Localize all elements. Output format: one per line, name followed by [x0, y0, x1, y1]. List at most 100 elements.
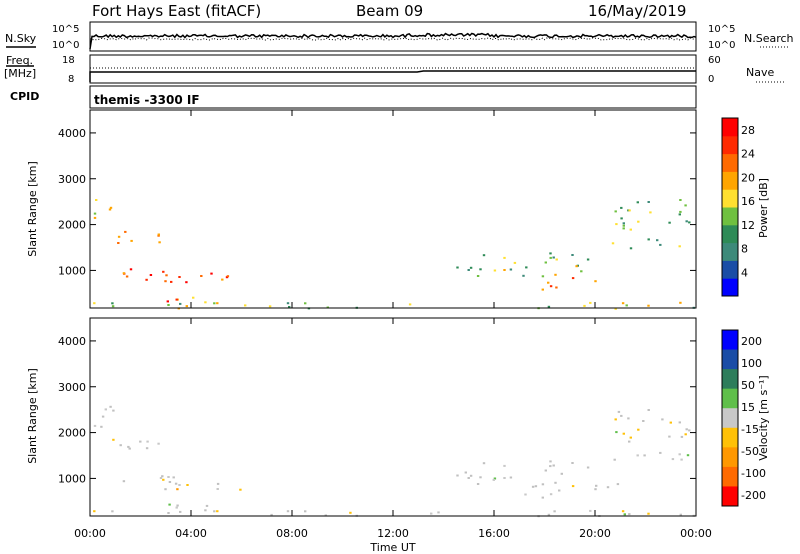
velocity-colorbar-segment	[722, 330, 738, 351]
scatter-cell	[678, 245, 681, 248]
scatter-cell	[575, 265, 578, 268]
scatter-cell	[686, 454, 690, 457]
scatter-cell	[684, 204, 687, 207]
scatter-cell	[688, 221, 691, 224]
scatter-cell	[647, 238, 650, 241]
scatter-cell	[606, 486, 610, 489]
scatter-cell	[680, 435, 684, 438]
scatter-cell	[104, 408, 107, 411]
scatter-cell	[678, 453, 681, 456]
scatter-cell	[268, 305, 272, 308]
scatter-cell	[349, 511, 352, 514]
scatter-cell	[647, 409, 650, 411]
power-xaxis-ticks	[89, 110, 697, 308]
scatter-cell	[93, 302, 96, 305]
scatter-cell	[127, 445, 130, 448]
scatter-cell	[554, 481, 557, 484]
scatter-cell	[547, 513, 551, 516]
scatter-cell	[595, 484, 598, 487]
velocity-colorbar-segment	[722, 349, 738, 370]
freq-label-2: [MHz]	[4, 67, 36, 80]
scatter-cell	[479, 476, 482, 479]
velocity-colorbar-segment	[722, 369, 738, 390]
scatter-cell	[555, 258, 558, 261]
xtick-label: 00:00	[74, 527, 106, 540]
noise-left-tick-bottom: 10^0	[52, 40, 79, 51]
scatter-cell	[503, 477, 506, 479]
scatter-cell	[636, 454, 639, 457]
scatter-cell	[175, 298, 178, 301]
scatter-cell	[213, 510, 216, 513]
scatter-cell	[174, 482, 178, 485]
scatter-cell	[554, 273, 557, 276]
scatter-cell	[226, 275, 230, 278]
scatter-cell	[594, 280, 597, 283]
noise-right-tick-top: 10^5	[708, 24, 735, 35]
freq-panel: Freq. [MHz] 18 8 60 0 Nave	[4, 54, 784, 85]
scatter-cell	[541, 288, 544, 291]
scatter-cell	[324, 514, 327, 517]
power-colorbar-segment	[722, 224, 738, 244]
scatter-cell	[111, 305, 115, 308]
power-colorbar-label: Power [dB]	[757, 178, 770, 238]
scatter-cell	[157, 442, 160, 445]
scatter-cell	[636, 201, 639, 204]
scatter-cell	[286, 302, 290, 305]
noise-right-tick-bottom: 10^0	[708, 40, 735, 51]
cpid-value: themis -3300 IF	[94, 93, 200, 107]
beam-title: Beam 09	[356, 2, 424, 20]
scatter-cell	[647, 512, 650, 515]
scatter-cell	[145, 447, 149, 450]
scatter-cell	[534, 485, 538, 488]
scatter-cell	[544, 469, 547, 472]
scatter-cell	[555, 286, 558, 289]
nave-right-tick-top: 60	[708, 55, 721, 66]
scatter-cell	[594, 488, 597, 491]
ytick-label: 1000	[58, 472, 86, 485]
scatter-cell	[661, 418, 664, 421]
scatter-cell	[117, 242, 120, 244]
scatter-cell	[623, 513, 626, 516]
scatter-cell	[549, 256, 552, 259]
scatter-cell	[210, 272, 213, 275]
scatter-cell	[178, 484, 181, 486]
scatter-cell	[583, 304, 586, 307]
scatter-cell	[170, 280, 173, 283]
scatter-cell	[221, 278, 224, 281]
velocity-colorbar-tick: -200	[741, 489, 766, 502]
scatter-cell	[162, 270, 165, 273]
power-scatter-cells	[93, 199, 695, 310]
scatter-cell	[659, 243, 662, 246]
scatter-cell	[204, 509, 207, 512]
scatter-cell	[637, 220, 640, 223]
scatter-cell	[620, 414, 623, 417]
power-colorbar-segment	[722, 189, 738, 208]
noise-sky-series	[89, 32, 697, 50]
velocity-colorbar-segment	[722, 427, 738, 448]
scatter-cell	[679, 199, 682, 201]
scatter-cell	[179, 510, 182, 513]
scatter-cell	[482, 462, 486, 465]
scatter-cell	[637, 428, 640, 431]
scatter-cell	[109, 206, 113, 209]
velocity-colorbar-segment	[722, 486, 738, 507]
velocity-panel-frame	[89, 317, 697, 517]
power-colorbar-segment	[722, 207, 738, 226]
scatter-cell	[620, 206, 623, 209]
scatter-cell	[185, 281, 188, 284]
scatter-cell	[129, 268, 133, 271]
scatter-cell	[100, 425, 103, 428]
velocity-colorbar-segment	[722, 447, 738, 468]
cpid-panel: CPID themis -3300 IF	[10, 85, 697, 109]
velocity-scatter-cells	[93, 405, 695, 518]
scatter-cell	[614, 210, 617, 213]
scatter-cell	[625, 304, 628, 307]
scatter-cell	[139, 440, 142, 443]
scatter-cell	[164, 280, 167, 283]
scatter-cell	[216, 482, 220, 485]
scatter-cell	[571, 254, 574, 256]
power-colorbar-frame	[721, 117, 739, 297]
scatter-cell	[685, 428, 688, 431]
power-colorbar-tick: 20	[741, 171, 755, 184]
scatter-cell	[476, 275, 480, 277]
